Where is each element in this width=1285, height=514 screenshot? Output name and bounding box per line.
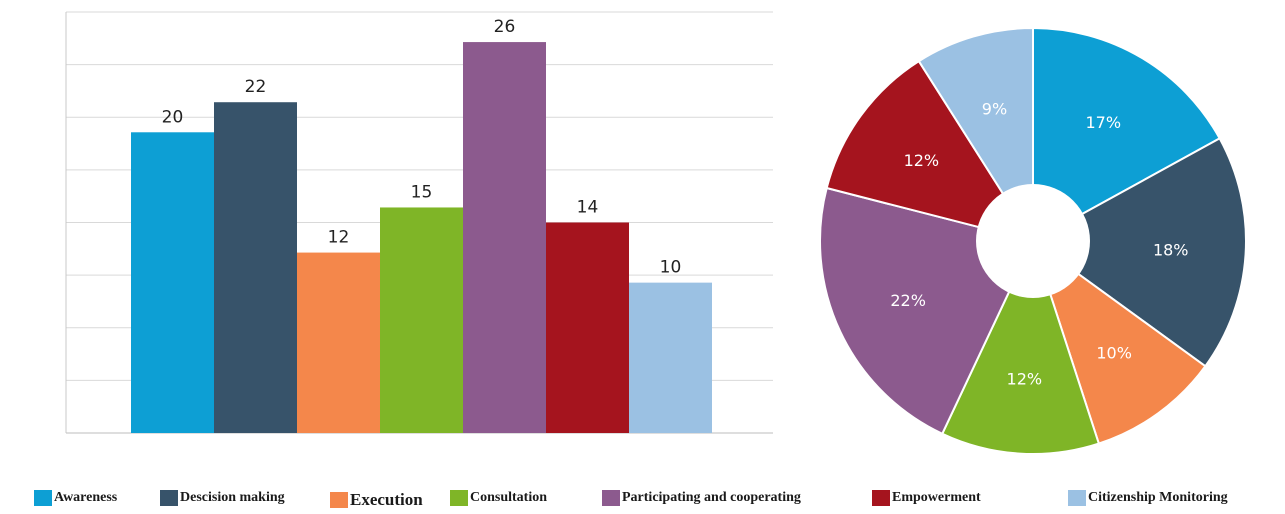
bar-participating-and-cooperating (463, 42, 546, 433)
pie-slice-empowerment (825, 59, 1036, 243)
legend-label-consultation: Consultation (470, 490, 548, 505)
legend-item-execution: Execution (330, 490, 423, 510)
pie-label-consultation: 12% (1007, 370, 1043, 389)
pie-chart-slices (819, 26, 1247, 455)
bar-awareness (131, 132, 214, 434)
pie-chart-labels: 17% 18% 10% 12% 22% 12% 9% (890, 99, 1188, 388)
bar-chart-value-labels: 20 22 12 15 26 14 10 (162, 17, 682, 278)
legend-label-participating: Participating and cooperating (622, 490, 801, 505)
pie-label-participating-and-cooperating: 22% (890, 291, 926, 310)
pie-label-empowerment: 12% (904, 151, 940, 170)
legend-item-consultation: Consultation (450, 490, 547, 506)
bar-value-label-awareness: 20 (162, 107, 184, 127)
bar-execution (297, 252, 380, 433)
pie-label-citizenship-monitoring: 9% (982, 99, 1007, 118)
legend-item-decision-making: Descision making (160, 490, 285, 506)
legend-swatch-decision-making (160, 490, 178, 506)
legend-swatch-empowerment (872, 490, 890, 506)
bar-value-label-empowerment: 14 (577, 198, 599, 218)
legend-item-empowerment: Empowerment (872, 490, 981, 506)
bar-consultation (380, 207, 463, 433)
bar-value-label-consultation: 15 (411, 182, 433, 202)
legend-swatch-participating (602, 490, 620, 506)
bar-value-label-citizenship-monitoring: 10 (660, 258, 682, 278)
legend-item-awareness: Awareness (34, 490, 117, 506)
bar-chart: 20 22 12 15 26 14 10 (65, 11, 773, 434)
bar-descision-making (214, 102, 297, 433)
bar-empowerment (546, 222, 629, 433)
pie-slice-awareness (1032, 26, 1222, 243)
legend-item-participating: Participating and cooperating (602, 490, 801, 506)
pie-slice-citizenship-monitoring (917, 26, 1034, 245)
legend-label-execution: Execution (350, 490, 423, 509)
legend-label-citizenship-monitoring: Citizenship Monitoring (1088, 490, 1228, 505)
bar-value-label-participating-and-cooperating: 26 (494, 17, 516, 37)
pie-slice-execution (1031, 238, 1207, 445)
legend-item-citizenship-monitoring: Citizenship Monitoring (1068, 490, 1228, 506)
pie-chart-hole (976, 184, 1090, 298)
legend-label-empowerment: Empowerment (892, 490, 981, 505)
pie-label-awareness: 17% (1085, 113, 1121, 132)
pie-slice-descision-making (1031, 137, 1247, 368)
chart-legend: Awareness Descision making Execution Con… (34, 490, 1284, 514)
legend-swatch-execution (330, 492, 348, 508)
pie-slice-consultation (940, 238, 1101, 455)
pie-label-descision-making: 18% (1153, 241, 1189, 260)
pie-chart: 17% 18% 10% 12% 22% 12% 9% (819, 26, 1247, 455)
bar-value-label-descision-making: 22 (245, 77, 267, 97)
bar-chart-bars (131, 42, 712, 434)
legend-swatch-citizenship-monitoring (1068, 490, 1086, 506)
pie-label-execution: 10% (1096, 344, 1132, 363)
legend-label-awareness: Awareness (54, 490, 118, 505)
legend-swatch-consultation (450, 490, 468, 506)
bar-citizenship-monitoring (629, 282, 712, 433)
legend-label-decision-making: Descision making (180, 490, 285, 505)
bar-value-label-execution: 12 (328, 228, 350, 248)
legend-swatch-awareness (34, 490, 52, 506)
